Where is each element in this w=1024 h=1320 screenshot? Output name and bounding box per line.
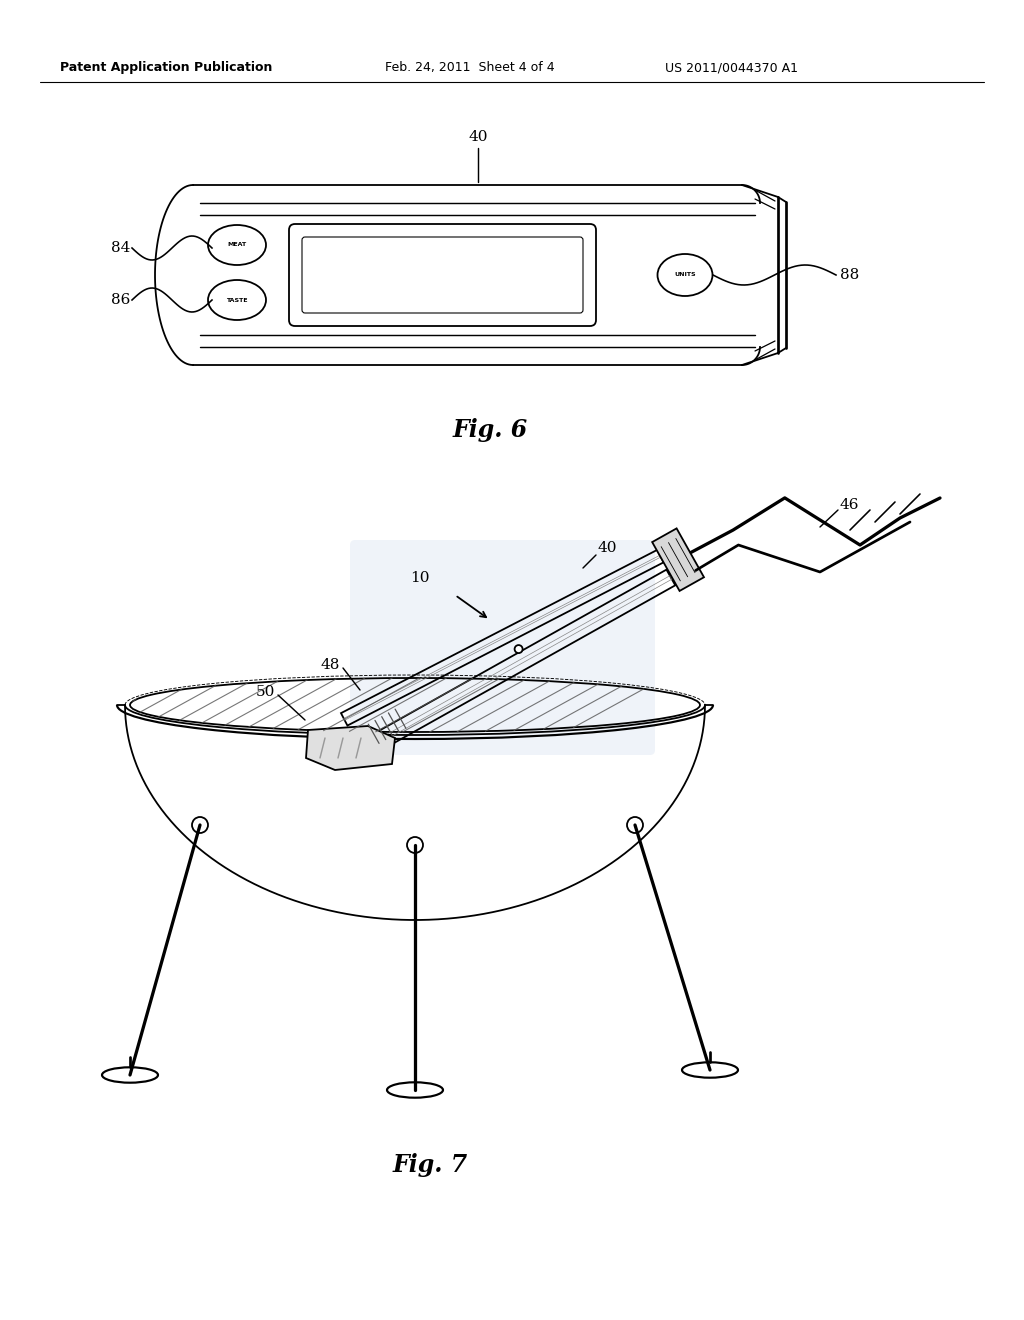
Ellipse shape — [515, 645, 522, 653]
Polygon shape — [306, 726, 395, 770]
Text: Patent Application Publication: Patent Application Publication — [60, 62, 272, 74]
Text: 40: 40 — [468, 129, 487, 144]
Text: MEAT: MEAT — [227, 243, 247, 248]
Polygon shape — [652, 528, 703, 591]
Text: 86: 86 — [111, 293, 130, 308]
Text: 48: 48 — [321, 657, 340, 672]
Text: UNITS: UNITS — [674, 272, 696, 277]
Text: 40: 40 — [598, 541, 617, 554]
Text: 84: 84 — [111, 242, 130, 255]
Text: Fig. 7: Fig. 7 — [392, 1152, 468, 1177]
Text: 10: 10 — [411, 572, 430, 585]
FancyBboxPatch shape — [350, 540, 655, 755]
Text: US 2011/0044370 A1: US 2011/0044370 A1 — [665, 62, 798, 74]
Text: 50: 50 — [256, 685, 275, 700]
Text: 46: 46 — [840, 498, 859, 512]
Text: Feb. 24, 2011  Sheet 4 of 4: Feb. 24, 2011 Sheet 4 of 4 — [385, 62, 555, 74]
Text: 88: 88 — [840, 268, 859, 282]
Text: TASTE: TASTE — [226, 297, 248, 302]
Text: Fig. 6: Fig. 6 — [453, 418, 527, 442]
